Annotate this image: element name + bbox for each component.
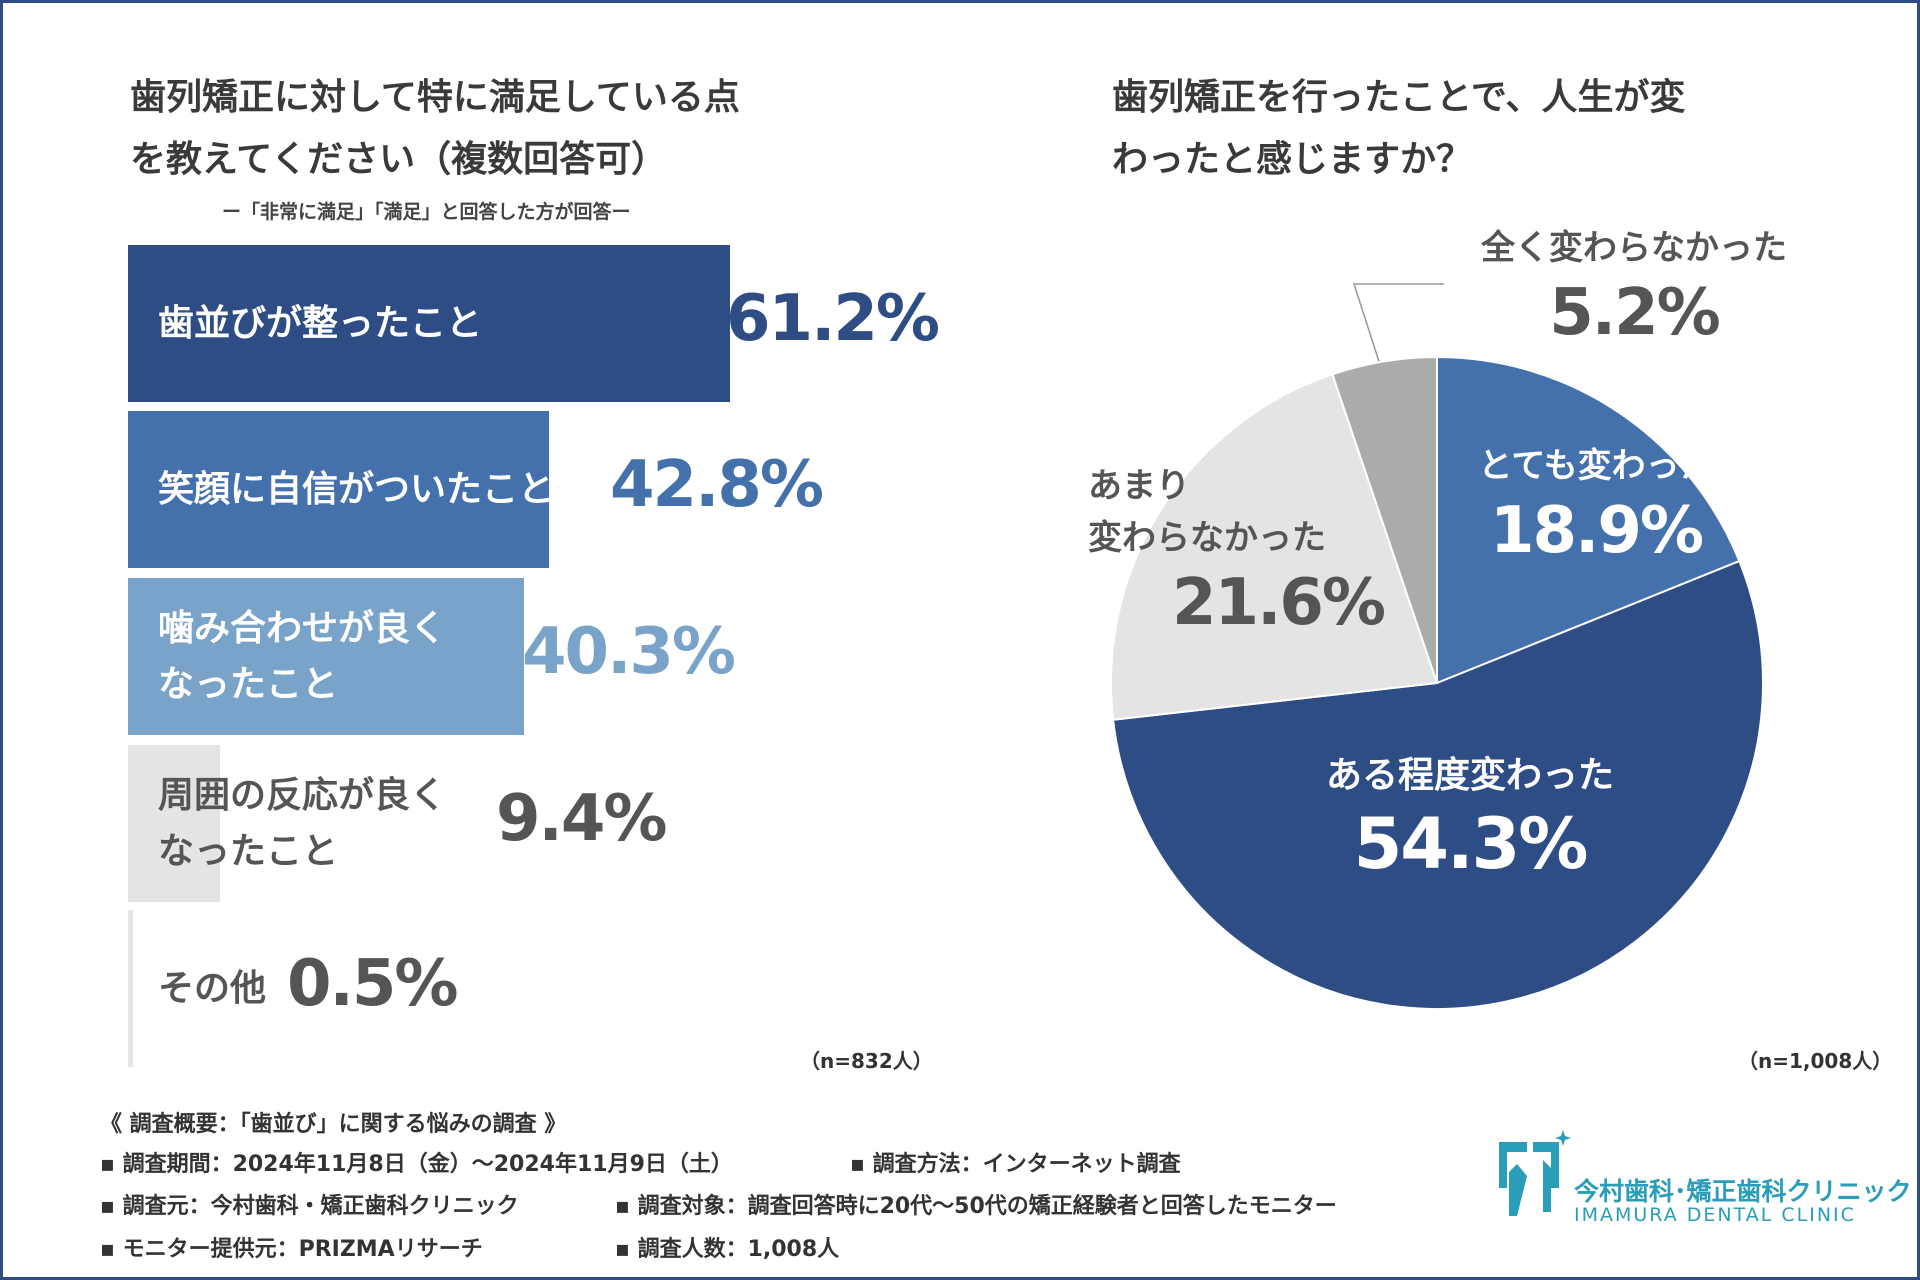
bar-chart-title-line2: を教えてください（複数回答可） <box>130 139 668 180</box>
pie-slice-label: あまり変わらなかった 21.6% <box>1088 460 1388 642</box>
pie-category-name: 変わらなかった <box>1088 518 1326 558</box>
pie-value-label: 5.2% <box>1549 276 1721 350</box>
bar-value-label: 61.2% <box>726 281 940 356</box>
pie-chart-title-line2: わったと感じますか？ <box>1112 139 1473 180</box>
bar <box>128 745 220 902</box>
pie-slice <box>1331 355 1438 684</box>
survey-monitor-provider: ▪ モニター提供元：PRIZMAリサーチ <box>100 1237 483 1262</box>
pie-category-name: あまり <box>1088 466 1190 506</box>
bar-chart-sample-size: （n=832人） <box>800 1049 933 1073</box>
bar <box>128 245 730 402</box>
survey-respondents: ▪ 調査人数：1,008人 <box>615 1237 840 1262</box>
bar-category-label: 周囲の反応が良く なったこと <box>158 774 447 872</box>
pie-slice <box>1436 355 1741 685</box>
bar-value-label: 42.8% <box>610 447 824 522</box>
survey-heading: 《 調査概要：「歯並び」に関する悩みの調査 》 <box>100 1112 567 1137</box>
pie-category-name: ある程度変わった <box>1325 755 1614 796</box>
pie-slice-label: ある程度変わった 54.3% <box>1220 750 1720 886</box>
survey-source: ▪ 調査元：今村歯科・矯正歯科クリニック <box>100 1194 519 1219</box>
bar-category-label: その他 <box>158 967 267 1009</box>
pie-slice <box>1110 372 1439 721</box>
bar <box>128 578 524 735</box>
bar-chart-subnote: ー「非常に満足」「満足」と回答した方が回答ー <box>222 201 631 223</box>
survey-method: ▪ 調査方法：インターネット調査 <box>850 1152 1181 1177</box>
pie-value-label: 21.6% <box>1172 566 1386 640</box>
survey-period: ▪ 調査期間：2024年11月8日（金）〜2024年11月9日（土） <box>100 1152 733 1177</box>
pie-value-label: 18.9% <box>1489 494 1704 568</box>
pie-slice-label: 全く変わらなかった 5.2% <box>1384 222 1884 352</box>
pie-category-name: とても変わった <box>1478 446 1714 486</box>
clinic-name-ja: 今村歯科･矯正歯科クリニック <box>1574 1177 1912 1206</box>
bar-category-label: 噛み合わせが良く なったこと <box>158 607 447 705</box>
bar-chart-title-line1: 歯列矯正に対して特に満足している点 <box>130 77 740 118</box>
pie-chart-title-line1: 歯列矯正を行ったことで、人生が変 <box>1112 77 1686 118</box>
pie-leader-line <box>1352 283 1444 362</box>
clinic-name-en: IMAMURA DENTAL CLINIC <box>1574 1204 1856 1226</box>
bar-category-label: 歯並びが整ったこと <box>158 302 483 344</box>
pie-category-name: 全く変わらなかった <box>1481 228 1787 268</box>
survey-target: ▪ 調査対象：調査回答時に20代〜50代の矯正経験者と回答したモニター <box>615 1194 1337 1219</box>
bar-value-label: 0.5% <box>287 946 458 1021</box>
bar-value-label: 40.3% <box>522 614 736 689</box>
pie-value-label: 54.3% <box>1353 803 1589 885</box>
pie-slice <box>1111 559 1764 1010</box>
bar <box>128 411 549 568</box>
tooth-logo-icon <box>1499 1130 1571 1216</box>
pie-chart-sample-size: （n=1,008人） <box>1738 1049 1893 1073</box>
bar-value-label: 9.4% <box>496 781 667 856</box>
bar-category-label: 笑顔に自信がついたこと <box>158 468 555 510</box>
pie-slice-label: とても変わった 18.9% <box>1346 440 1846 570</box>
bar <box>128 910 133 1067</box>
